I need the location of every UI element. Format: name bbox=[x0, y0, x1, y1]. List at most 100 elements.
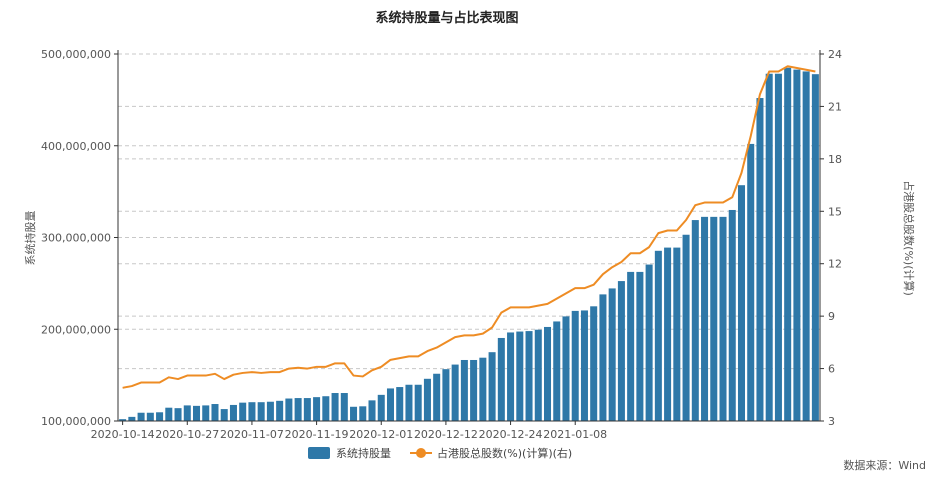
x-tick-label: 2020-12-01 bbox=[349, 428, 413, 441]
bar bbox=[737, 185, 745, 421]
bar bbox=[701, 216, 709, 421]
bar bbox=[488, 352, 496, 421]
bar bbox=[165, 407, 173, 421]
bar bbox=[183, 405, 191, 421]
bar bbox=[728, 209, 736, 421]
line-series bbox=[122, 65, 816, 389]
bar bbox=[220, 409, 228, 421]
legend-line-marker bbox=[416, 448, 426, 458]
bar bbox=[386, 388, 394, 421]
bar bbox=[562, 316, 570, 421]
left-tick-label: 200,000,000 bbox=[41, 323, 111, 336]
bar bbox=[802, 71, 810, 422]
left-tick-label: 100,000,000 bbox=[41, 415, 111, 428]
bar bbox=[654, 250, 662, 421]
bar bbox=[340, 393, 348, 421]
x-tick-label: 2020-12-24 bbox=[479, 428, 543, 441]
source-note: 数据来源：Wind bbox=[843, 458, 926, 472]
line-path bbox=[122, 65, 816, 389]
x-tick-label: 2020-10-27 bbox=[155, 428, 219, 441]
bar bbox=[257, 402, 265, 421]
bar bbox=[710, 216, 718, 421]
left-tick-label: 300,000,000 bbox=[41, 232, 111, 245]
x-tick-label: 2021-01-08 bbox=[543, 428, 607, 441]
bar bbox=[507, 332, 515, 421]
right-tick-label: 3 bbox=[828, 415, 835, 428]
right-axis-label: 占港股总股数(%)(计算) bbox=[902, 180, 916, 296]
bar bbox=[784, 67, 792, 421]
bar bbox=[553, 321, 561, 421]
bar bbox=[525, 331, 533, 421]
right-axis-ticks: 3 6 9 12 15 18 21 24 bbox=[820, 48, 842, 428]
bar bbox=[627, 271, 635, 421]
right-tick-label: 12 bbox=[828, 258, 842, 271]
bar bbox=[285, 398, 293, 421]
bar bbox=[433, 373, 441, 421]
bar bbox=[119, 419, 127, 421]
bar bbox=[571, 310, 579, 421]
legend: 系统持股量 占港股总股数(%)(计算)(右) bbox=[308, 446, 572, 460]
bar bbox=[193, 405, 201, 421]
bar bbox=[174, 408, 182, 421]
bar bbox=[405, 384, 413, 421]
right-tick-label: 6 bbox=[828, 363, 835, 376]
bar bbox=[590, 306, 598, 421]
right-tick-label: 21 bbox=[828, 100, 842, 113]
bar bbox=[636, 271, 644, 421]
bar bbox=[470, 359, 478, 421]
bar bbox=[811, 74, 819, 421]
right-tick-label: 15 bbox=[828, 205, 842, 218]
bar bbox=[350, 406, 358, 421]
x-tick-label: 2020-10-14 bbox=[91, 428, 155, 441]
bar bbox=[414, 384, 422, 421]
bar bbox=[313, 397, 321, 421]
bar bbox=[497, 337, 505, 421]
left-tick-label: 400,000,000 bbox=[41, 140, 111, 153]
bar bbox=[211, 404, 219, 421]
bar bbox=[276, 400, 284, 421]
bar bbox=[756, 98, 764, 421]
bar bbox=[608, 288, 616, 421]
bar bbox=[747, 143, 755, 422]
x-tick-label: 2020-12-12 bbox=[414, 428, 478, 441]
bar bbox=[156, 412, 164, 421]
bar bbox=[239, 402, 247, 421]
right-tick-label: 9 bbox=[828, 310, 835, 323]
bar bbox=[442, 369, 450, 421]
bar bbox=[516, 331, 524, 421]
bar bbox=[691, 220, 699, 421]
x-axis-ticks: 2020-10-14 2020-10-27 2020-11-07 2020-11-19… bbox=[91, 421, 607, 441]
legend-bar-swatch bbox=[308, 447, 330, 459]
bar bbox=[229, 404, 237, 421]
bar bbox=[544, 326, 552, 421]
bar bbox=[451, 364, 459, 421]
left-axis-ticks: 100,000,000 200,000,000 300,000,000 400,000… bbox=[41, 48, 118, 428]
bar bbox=[202, 405, 210, 421]
left-tick-label: 500,000,000 bbox=[41, 48, 111, 61]
bar bbox=[331, 393, 339, 421]
bar bbox=[664, 247, 672, 421]
bar bbox=[303, 398, 311, 421]
bar bbox=[423, 378, 431, 421]
bar bbox=[645, 264, 653, 421]
bar bbox=[673, 247, 681, 421]
left-axis-label: 系统持股量 bbox=[23, 211, 37, 266]
x-tick-label: 2020-11-19 bbox=[285, 428, 349, 441]
bar bbox=[294, 398, 302, 421]
bar bbox=[396, 387, 404, 421]
bar bbox=[128, 416, 136, 421]
bar bbox=[719, 216, 727, 421]
bar bbox=[774, 73, 782, 421]
bar bbox=[322, 396, 330, 421]
bar bbox=[377, 394, 385, 421]
bar bbox=[368, 400, 376, 421]
bar bbox=[146, 412, 154, 421]
chart-title: 系统持股量与占比表现图 bbox=[375, 10, 518, 26]
right-tick-label: 18 bbox=[828, 153, 842, 166]
x-tick-label: 2020-11-07 bbox=[220, 428, 284, 441]
bar bbox=[682, 234, 690, 421]
bar bbox=[599, 294, 607, 421]
right-tick-label: 24 bbox=[828, 48, 842, 61]
bar bbox=[580, 310, 588, 421]
